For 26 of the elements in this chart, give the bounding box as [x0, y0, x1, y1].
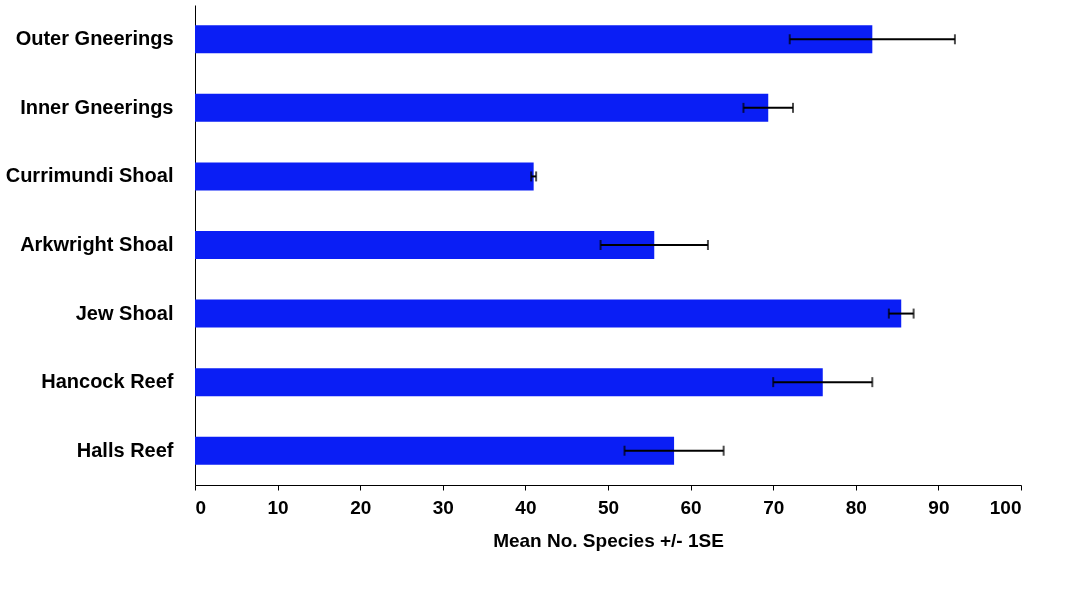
- x-tick-label: 70: [763, 496, 785, 518]
- x-tick-label: 0: [195, 496, 207, 518]
- bar: [195, 368, 823, 397]
- x-tick-label: 30: [432, 496, 454, 518]
- x-tick-label: 100: [989, 496, 1022, 518]
- y-tick-label: Outer Gneerings: [15, 27, 174, 50]
- bar: [195, 436, 675, 465]
- bar: [195, 162, 534, 191]
- y-tick-label: Jew Shoal: [75, 301, 174, 324]
- x-tick-label: 40: [515, 496, 537, 518]
- y-tick-label: Hancock Reef: [41, 370, 174, 393]
- x-tick-label: 60: [680, 496, 702, 518]
- x-tick-label: 80: [845, 496, 867, 518]
- bar: [195, 25, 873, 54]
- x-tick-label: 50: [597, 496, 620, 518]
- bar: [195, 231, 655, 259]
- y-tick-label: Arkwright Shoal: [20, 233, 174, 255]
- x-axis-title: Mean No. Species +/- 1SE: [493, 529, 724, 551]
- x-tick-label: 90: [928, 496, 950, 518]
- bar: [195, 299, 902, 328]
- y-tick-label: Halls Reef: [76, 438, 174, 461]
- bar: [195, 93, 769, 122]
- x-tick-label: 20: [350, 496, 372, 518]
- y-tick-label: Inner Gneerings: [20, 95, 174, 118]
- y-tick-label: Currimundi Shoal: [5, 164, 174, 187]
- x-tick-label: 10: [267, 496, 289, 518]
